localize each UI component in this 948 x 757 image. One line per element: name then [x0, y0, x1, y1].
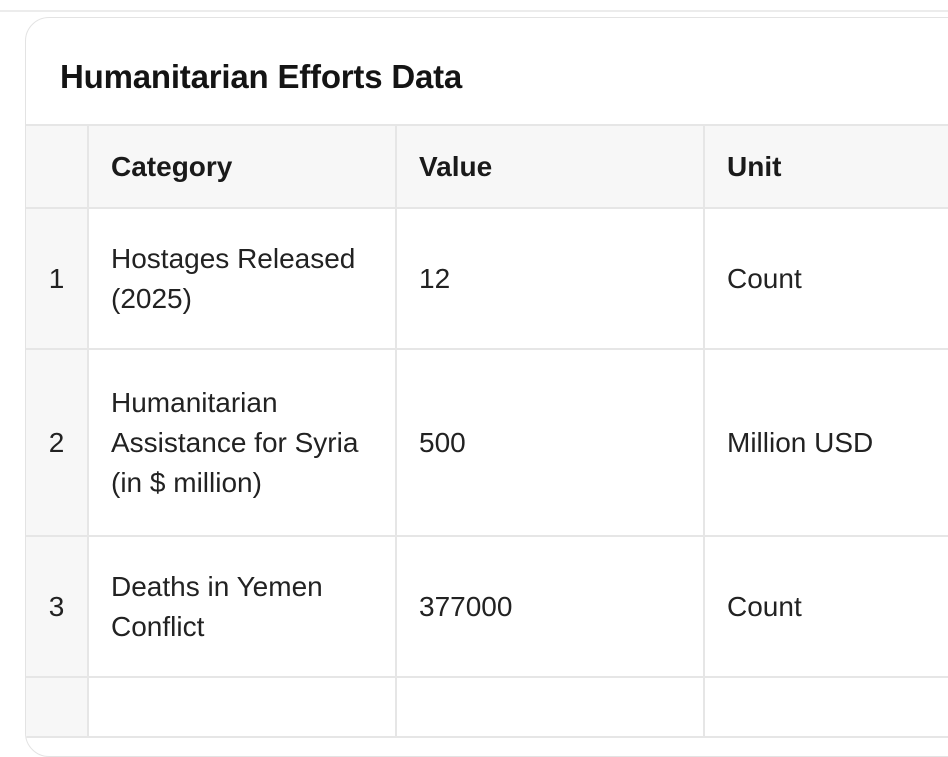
- cell-unit: [703, 676, 948, 738]
- cell-category: Hostages Released (2025): [87, 207, 397, 350]
- card-title: Humanitarian Efforts Data: [60, 58, 463, 95]
- data-table: Category Value Unit 1 Hostages Released …: [26, 124, 948, 738]
- table-container[interactable]: Category Value Unit 1 Hostages Released …: [26, 124, 948, 738]
- cell-value: 12: [395, 207, 705, 350]
- header-category[interactable]: Category: [87, 124, 397, 209]
- cell-value: [395, 676, 705, 738]
- header-value[interactable]: Value: [395, 124, 705, 209]
- table-row: 3 Deaths in Yemen Conflict 377000 Count: [26, 535, 948, 678]
- cell-unit: Million USD: [703, 348, 948, 537]
- header-index: [26, 124, 89, 209]
- cell-unit: Count: [703, 535, 948, 678]
- cell-unit: Count: [703, 207, 948, 350]
- cell-value: 500: [395, 348, 705, 537]
- cell-category: Deaths in Yemen Conflict: [87, 535, 397, 678]
- table-row: 2 Humanitarian Assistance for Syria (in …: [26, 348, 948, 537]
- cell-category: [87, 676, 397, 738]
- table-row: 1 Hostages Released (2025) 12 Count: [26, 207, 948, 350]
- table-header-row: Category Value Unit: [26, 124, 948, 209]
- data-table-card: Humanitarian Efforts Data Category Value…: [25, 17, 948, 757]
- row-index: 3: [26, 535, 89, 678]
- row-index: [26, 676, 89, 738]
- cell-category: Humanitarian Assistance for Syria (in $ …: [87, 348, 397, 537]
- row-index: 2: [26, 348, 89, 537]
- cell-value: 377000: [395, 535, 705, 678]
- header-unit[interactable]: Unit: [703, 124, 948, 209]
- table-row: [26, 676, 948, 738]
- row-index: 1: [26, 207, 89, 350]
- top-divider: [0, 10, 948, 12]
